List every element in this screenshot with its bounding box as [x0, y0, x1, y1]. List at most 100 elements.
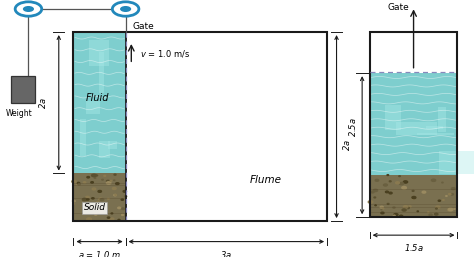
Circle shape [375, 205, 376, 206]
Circle shape [87, 199, 89, 200]
Bar [370, 175, 457, 217]
Circle shape [99, 198, 103, 200]
Circle shape [111, 213, 113, 214]
Bar [370, 32, 457, 217]
Circle shape [99, 211, 103, 213]
Circle shape [431, 179, 436, 181]
Circle shape [110, 218, 114, 220]
Circle shape [123, 190, 127, 192]
Text: 3$a$: 3$a$ [220, 249, 232, 257]
Circle shape [381, 212, 384, 214]
Circle shape [422, 191, 426, 193]
Bar [73, 32, 126, 221]
Bar [370, 73, 457, 175]
Bar [396, 122, 437, 135]
Circle shape [114, 195, 116, 196]
Circle shape [83, 182, 86, 183]
Circle shape [442, 182, 443, 183]
Circle shape [371, 191, 374, 193]
Circle shape [412, 197, 415, 199]
Circle shape [393, 207, 395, 208]
Circle shape [78, 184, 80, 185]
Circle shape [91, 198, 94, 199]
Circle shape [407, 207, 409, 209]
Circle shape [112, 2, 139, 16]
Circle shape [403, 181, 408, 183]
Circle shape [102, 179, 103, 180]
Circle shape [114, 174, 116, 175]
Circle shape [112, 187, 116, 189]
Circle shape [96, 202, 99, 204]
Bar [438, 107, 447, 132]
Circle shape [374, 189, 378, 192]
Text: 1.5$a$: 1.5$a$ [404, 242, 423, 253]
Circle shape [451, 188, 455, 190]
Circle shape [409, 206, 411, 207]
Bar [89, 40, 109, 66]
Circle shape [120, 6, 131, 12]
Circle shape [104, 175, 106, 176]
Circle shape [108, 198, 109, 199]
Circle shape [383, 208, 384, 209]
Bar [86, 101, 100, 114]
Circle shape [447, 208, 452, 211]
Circle shape [92, 188, 96, 190]
Circle shape [428, 212, 429, 213]
Text: $v$ = 1.0 m/s: $v$ = 1.0 m/s [140, 49, 191, 59]
Circle shape [435, 213, 438, 215]
Circle shape [400, 215, 402, 217]
Circle shape [107, 180, 109, 182]
Circle shape [412, 197, 416, 199]
Text: 2$a$: 2$a$ [37, 97, 48, 109]
Circle shape [402, 187, 406, 189]
Bar [108, 141, 117, 150]
Bar [73, 32, 126, 173]
Circle shape [374, 197, 375, 198]
Circle shape [116, 183, 119, 185]
Circle shape [389, 192, 392, 194]
Circle shape [23, 6, 34, 12]
Circle shape [393, 215, 395, 216]
Bar [80, 119, 86, 156]
Circle shape [417, 211, 419, 212]
Circle shape [448, 208, 453, 211]
Circle shape [412, 190, 414, 191]
Circle shape [73, 200, 75, 202]
Bar [73, 173, 126, 221]
Circle shape [72, 180, 76, 183]
Circle shape [118, 219, 120, 221]
Bar [439, 151, 474, 174]
Circle shape [91, 174, 96, 177]
Bar [417, 133, 454, 135]
Circle shape [122, 214, 124, 215]
Text: Solid: Solid [84, 203, 106, 212]
Circle shape [385, 191, 389, 193]
Circle shape [114, 180, 115, 181]
Circle shape [95, 214, 97, 215]
Text: Weight: Weight [6, 109, 32, 118]
Circle shape [121, 199, 124, 200]
Circle shape [402, 209, 406, 211]
Bar [384, 105, 401, 130]
Text: 2$a$: 2$a$ [341, 139, 352, 151]
Circle shape [436, 206, 440, 208]
Circle shape [381, 209, 382, 210]
Circle shape [108, 218, 110, 219]
Circle shape [448, 194, 451, 195]
Bar [99, 141, 110, 158]
Text: Gate: Gate [387, 3, 409, 12]
Circle shape [86, 196, 89, 198]
Bar [99, 52, 104, 93]
Text: Fluid: Fluid [85, 93, 109, 103]
Circle shape [375, 179, 379, 181]
Circle shape [82, 198, 87, 201]
Text: 2.5$a$: 2.5$a$ [347, 117, 358, 136]
Circle shape [396, 182, 399, 184]
Circle shape [380, 206, 383, 208]
Text: $a$ = 1.0 m: $a$ = 1.0 m [78, 249, 121, 257]
Circle shape [122, 208, 125, 209]
Circle shape [87, 218, 91, 221]
Circle shape [91, 205, 92, 206]
Circle shape [91, 182, 93, 183]
Circle shape [89, 208, 90, 209]
